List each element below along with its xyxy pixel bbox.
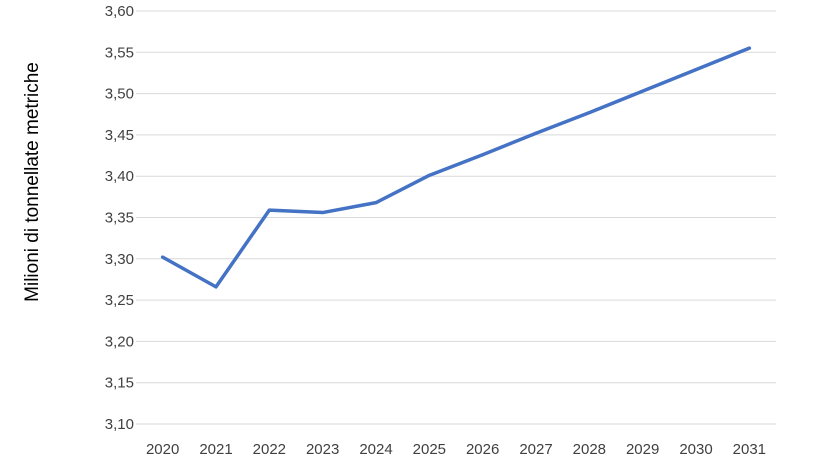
series-group xyxy=(160,46,752,289)
data-point xyxy=(214,285,218,289)
data-point xyxy=(374,201,378,205)
data-point xyxy=(587,111,591,115)
y-tick-label: 3,15 xyxy=(105,375,134,392)
data-point xyxy=(534,131,538,135)
x-tick-label: 2020 xyxy=(146,441,179,458)
x-tick-label: 2027 xyxy=(519,441,552,458)
x-tick-label: 2021 xyxy=(199,441,232,458)
data-point xyxy=(694,68,698,72)
x-tick-label: 2022 xyxy=(253,441,286,458)
y-axis-title: Milioni di tonnellate metriche xyxy=(22,62,43,302)
y-tick-label: 3,30 xyxy=(105,251,134,268)
x-tick-label: 2026 xyxy=(466,441,499,458)
x-tick-label: 2028 xyxy=(573,441,606,458)
x-tick-label: 2029 xyxy=(626,441,659,458)
y-tick-label: 3,60 xyxy=(105,3,134,20)
y-tick-label: 3,10 xyxy=(105,416,134,433)
x-tick-label: 2024 xyxy=(359,441,392,458)
data-point xyxy=(747,46,751,50)
x-tick-label: 2031 xyxy=(733,441,766,458)
data-point xyxy=(427,173,431,177)
series-line xyxy=(160,46,752,289)
y-tick-label: 3,20 xyxy=(105,333,134,350)
y-tick-label: 3,45 xyxy=(105,127,134,144)
y-tick-label: 3,50 xyxy=(105,86,134,103)
y-tick-label: 3,25 xyxy=(105,292,134,309)
y-tick-label: 3,40 xyxy=(105,168,134,185)
data-point xyxy=(161,255,165,259)
gridlines xyxy=(136,10,776,425)
y-tick-label: 3,35 xyxy=(105,210,134,227)
data-point xyxy=(267,208,271,212)
y-tick-label: 3,55 xyxy=(105,44,134,61)
x-tick-label: 2025 xyxy=(413,441,446,458)
x-tick-label: 2023 xyxy=(306,441,339,458)
data-point xyxy=(321,211,325,215)
x-axis-tick-labels: 2020 2021 2022 2023 2024 2025 2026 2027 2028 2029… xyxy=(146,441,766,458)
data-point xyxy=(481,153,485,157)
y-axis-tick-labels: 3,10 3,15 3,20 3,25 3,30 3,35 3,40 3,45 3,50 3,55… xyxy=(105,3,134,433)
data-point xyxy=(641,89,645,93)
x-tick-label: 2030 xyxy=(679,441,712,458)
